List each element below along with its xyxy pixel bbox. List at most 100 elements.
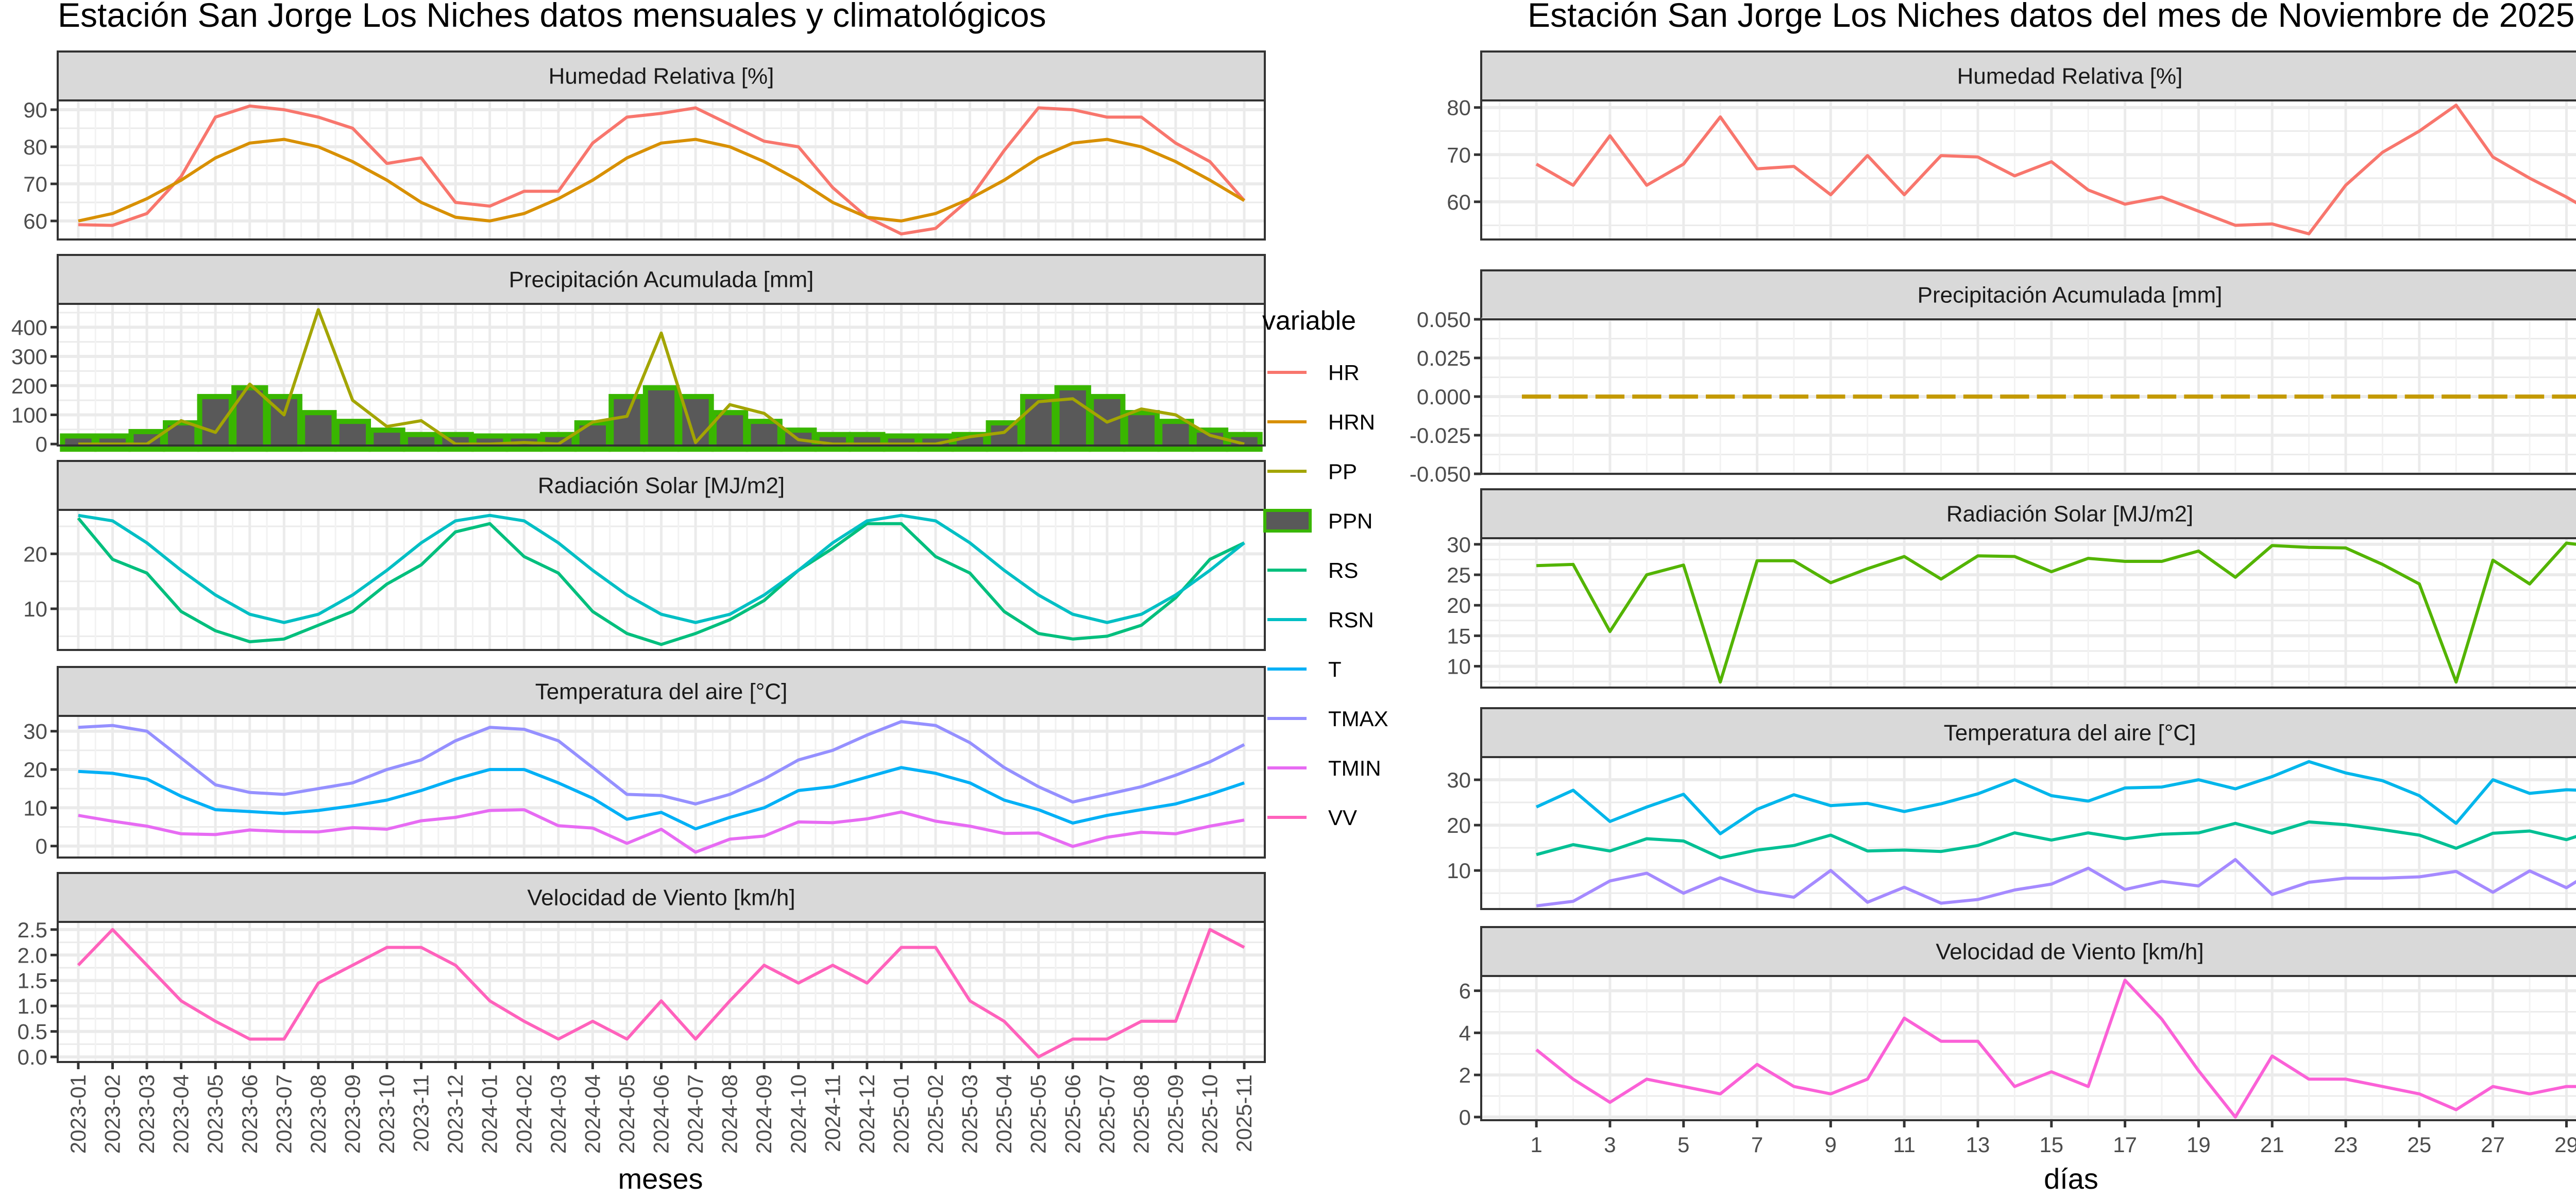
x-tick-label: 2024-11 <box>820 1074 844 1152</box>
bar-pp <box>2478 395 2507 399</box>
panel-strip <box>1480 269 2576 320</box>
panel-strip-label: Velocidad de Viento [km/h] <box>1936 939 2204 965</box>
x-tick-label: 2024-06 <box>649 1074 673 1154</box>
series-line-pp <box>78 308 1245 446</box>
bar-pp <box>1779 395 1809 399</box>
y-tick-label: 30 <box>23 720 47 744</box>
bar-pp <box>1816 395 1845 399</box>
x-tick-label: 2025-01 <box>889 1074 913 1154</box>
x-tick-label: 21 <box>2260 1133 2284 1157</box>
legend-label: TMAX <box>1328 707 1388 731</box>
y-tick-label: 1.0 <box>18 994 47 1018</box>
bar-ppn <box>128 429 165 452</box>
x-tick-label: 2025-09 <box>1163 1074 1188 1154</box>
legend-item-vv: VV <box>1267 806 1357 830</box>
x-tick-label: 23 <box>2334 1133 2358 1157</box>
legend-label: TMIN <box>1328 756 1381 780</box>
panel-strip <box>57 254 1266 305</box>
legend-label: RS <box>1328 558 1358 583</box>
y-tick-label: 4 <box>1459 1021 1471 1045</box>
y-tick-label: 15 <box>1447 624 1471 648</box>
panel-strip-label: Temperatura del aire [°C] <box>535 679 788 705</box>
x-tick-label: 9 <box>1825 1133 1837 1157</box>
bar-pp <box>1742 395 1772 399</box>
bar-ppn <box>608 393 646 452</box>
right-chart-title: Estación San Jorge Los Niches datos del … <box>1528 0 2575 34</box>
y-tick-label: 20 <box>23 542 47 566</box>
y-tick-label: 25 <box>1447 563 1471 587</box>
x-tick-label: 2024-08 <box>718 1074 742 1154</box>
panel-border <box>1480 537 2576 689</box>
y-tick-label: 300 <box>11 345 47 369</box>
x-tick-label: 3 <box>1604 1133 1616 1157</box>
legend-item-rs: RS <box>1267 558 1358 583</box>
y-tick-label: 60 <box>23 209 47 233</box>
y-tick-label: 20 <box>23 758 47 782</box>
y-tick-label: 30 <box>1447 533 1471 557</box>
bar-pp <box>2000 395 2029 399</box>
legend-label: PPN <box>1328 509 1372 533</box>
bar-pp <box>2442 395 2471 399</box>
bar-pp <box>2331 395 2361 399</box>
y-tick-label: 90 <box>23 98 47 122</box>
bar-ppn <box>1054 385 1091 452</box>
y-tick-label: 20 <box>1447 593 1471 618</box>
panel-border <box>57 99 1266 241</box>
x-tick-label: 2024-03 <box>546 1074 570 1154</box>
x-tick-label: 2023-05 <box>203 1074 227 1154</box>
legend-label: HRN <box>1328 410 1375 434</box>
x-tick-label: 2024-09 <box>752 1074 776 1154</box>
panel-strip <box>57 872 1266 923</box>
x-tick-label: 2023-07 <box>272 1074 296 1154</box>
bar-ppn <box>1123 410 1160 452</box>
left-panel-velocidad-de-viento-km-h: Velocidad de Viento [km/h]0.00.51.01.52.… <box>18 872 1266 1069</box>
left-panel-radiaci-n-solar-mj-m2: Radiación Solar [MJ/m2] 10 20 <box>23 460 1266 651</box>
bar-pp <box>2110 395 2140 399</box>
bar-ppn <box>231 385 268 452</box>
x-tick-label: 2024-01 <box>478 1074 502 1154</box>
x-tick-label: 2025-04 <box>992 1074 1016 1154</box>
y-tick-label: 20 <box>1447 813 1471 837</box>
panel-strip <box>57 666 1266 717</box>
x-tick-label: 5 <box>1677 1133 1689 1157</box>
y-tick-label: 0 <box>36 834 47 859</box>
x-tick-label: 2023-11 <box>409 1074 433 1152</box>
x-tick-label: 7 <box>1751 1133 1763 1157</box>
bar-pp <box>1926 395 1956 399</box>
legend-label: RSN <box>1328 608 1374 632</box>
bar-pp <box>2184 395 2213 399</box>
x-tick-label: 2025-03 <box>958 1074 982 1154</box>
left-panel-humedad-relativa: Humedad Relativa [%] 60 70 80 90 <box>23 50 1266 241</box>
legend-title: variable <box>1262 306 1356 336</box>
y-tick-label: 6 <box>1459 979 1471 1003</box>
bar-ppn <box>1089 393 1126 452</box>
x-tick-label: 2023-12 <box>443 1074 467 1154</box>
y-tick-label: 200 <box>11 374 47 398</box>
y-tick-label: 0.050 <box>1417 307 1471 332</box>
panel-strip <box>1480 488 2576 539</box>
x-tick-label: 2025-06 <box>1060 1074 1084 1154</box>
series-line-tmax <box>1535 760 2576 835</box>
series-line-vv <box>1535 979 2576 1119</box>
panel-strip-label: Humedad Relativa [%] <box>1957 64 2183 89</box>
series-line-vv <box>77 928 1245 1059</box>
y-tick-label: 0.5 <box>18 1020 47 1044</box>
series-line-rs <box>77 517 1245 646</box>
right-panel-precipitaci-n-acumulada-mm: Precipitación Acumulada [mm] -0.050 -0.025… <box>1410 269 2576 486</box>
y-tick-label: 0 <box>1459 1105 1471 1129</box>
y-tick-label: 80 <box>1447 96 1471 120</box>
y-tick-label: 80 <box>23 135 47 159</box>
panel-strip-label: Precipitación Acumulada [mm] <box>509 267 814 293</box>
x-tick-label: 2023-09 <box>340 1074 364 1154</box>
x-tick-label: 29 <box>2554 1133 2576 1157</box>
x-tick-label: 15 <box>2039 1133 2063 1157</box>
bar-ppn <box>1020 393 1057 452</box>
y-tick-label: 70 <box>1447 143 1471 167</box>
y-tick-label: 10 <box>23 597 47 621</box>
bar-pp <box>2404 395 2434 399</box>
bar-ppn <box>300 410 337 452</box>
panel-strip-label: Precipitación Acumulada [mm] <box>1918 283 2223 308</box>
bar-pp <box>1963 395 1993 399</box>
y-tick-label: -0.050 <box>1410 462 1471 486</box>
